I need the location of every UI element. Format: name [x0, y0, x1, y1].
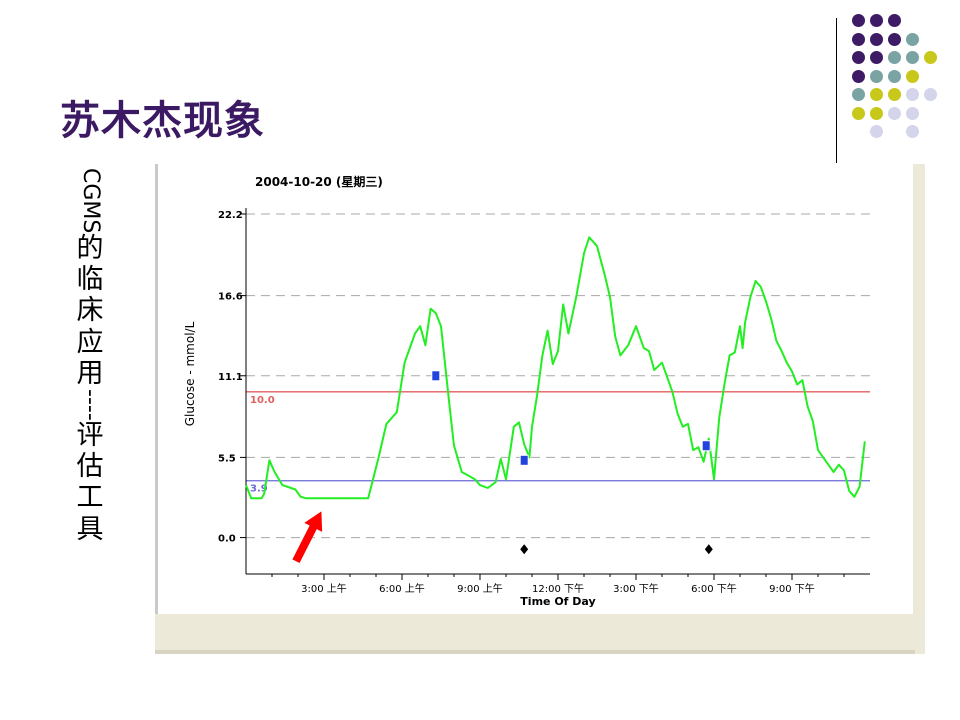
- decor-dot: [870, 51, 883, 64]
- limit-label: 3.9: [250, 484, 268, 495]
- chart-window-status-bar: [155, 650, 915, 654]
- x-tick-label: 3:00 下午: [613, 582, 659, 595]
- decor-dot: [888, 106, 901, 120]
- side-caption-cjk: 的临床应用: [76, 233, 104, 389]
- annotation-arrow-shape: [292, 511, 323, 564]
- y-tick-label: 22.2: [218, 210, 243, 221]
- decor-dot: [870, 32, 883, 46]
- decor-divider-line: [836, 18, 837, 163]
- y-tick-label: 16.6: [218, 292, 243, 303]
- decor-dot: [852, 32, 865, 46]
- decor-dot: [870, 106, 883, 120]
- decor-dot: [888, 88, 901, 101]
- decor-dot: [888, 32, 901, 46]
- side-caption-latin: CGMS: [78, 168, 103, 234]
- decor-dot: [870, 88, 883, 101]
- decor-dot: [852, 14, 865, 27]
- decor-dot: [870, 14, 883, 27]
- side-caption-cjk2: 评估工具: [76, 420, 104, 545]
- annotation-arrow: [292, 511, 323, 564]
- decor-dot: [888, 51, 901, 64]
- chart-window-status-area: [155, 614, 925, 654]
- meter-marker: [701, 440, 711, 452]
- limit-label: 10.0: [250, 395, 275, 406]
- event-marker: [520, 544, 529, 555]
- y-axis-label: Glucose - mmol/L: [183, 321, 197, 426]
- decor-dot: [888, 69, 901, 83]
- meter-marker: [519, 454, 529, 466]
- y-tick-label: 0.0: [218, 534, 236, 545]
- decor-dot: [870, 69, 883, 83]
- decor-dot: [924, 51, 937, 64]
- y-tick-label: 11.1: [218, 372, 243, 383]
- x-tick-label: 3:00 上午: [301, 582, 347, 595]
- decor-dot: [906, 32, 919, 46]
- x-axis-label: Time Of Day: [520, 595, 595, 608]
- chart-title: 2004-10-20 (星期三): [255, 174, 383, 189]
- glucose-chart: 2004-10-20 (星期三) 10.0 3.9 22.2 16.6 11.1 5.5…: [183, 174, 870, 608]
- meter-marker: [431, 370, 441, 382]
- decor-dot: [852, 69, 865, 83]
- glucose-series-line: [245, 236, 866, 500]
- decor-dot: [906, 69, 919, 83]
- decor-dot: [852, 51, 865, 64]
- x-tick-label: 9:00 下午: [769, 582, 815, 595]
- decor-dot: [906, 106, 919, 120]
- decor-dot-grid: [852, 14, 952, 154]
- x-tick-label: 12:00 下午: [532, 582, 584, 595]
- y-tick-label: 5.5: [218, 453, 236, 464]
- chart-window: 2004-10-20 (星期三) 10.0 3.9 22.2 16.6 11.1 5.5…: [155, 164, 925, 654]
- slide-title: 苏木杰现象: [60, 98, 265, 144]
- decor-dot: [852, 88, 865, 101]
- x-tick-label: 9:00 上午: [457, 582, 503, 595]
- decor-dot: [852, 106, 865, 120]
- decor-dot: [906, 51, 919, 64]
- side-caption-dash: ----: [78, 388, 103, 421]
- chart-window-right-edge: [913, 164, 925, 614]
- decor-dot: [888, 14, 901, 27]
- chart-window-left-edge: [155, 164, 158, 614]
- decor-dot: [906, 125, 919, 138]
- event-marker: [704, 544, 713, 555]
- x-tick-label: 6:00 上午: [379, 582, 425, 595]
- decor-dot: [924, 88, 937, 101]
- decor-dot: [870, 125, 883, 138]
- decor-dot: [906, 88, 919, 101]
- x-tick-label: 6:00 下午: [691, 582, 737, 595]
- side-caption: CGMS 的临床应用 ---- 评估工具: [70, 168, 110, 545]
